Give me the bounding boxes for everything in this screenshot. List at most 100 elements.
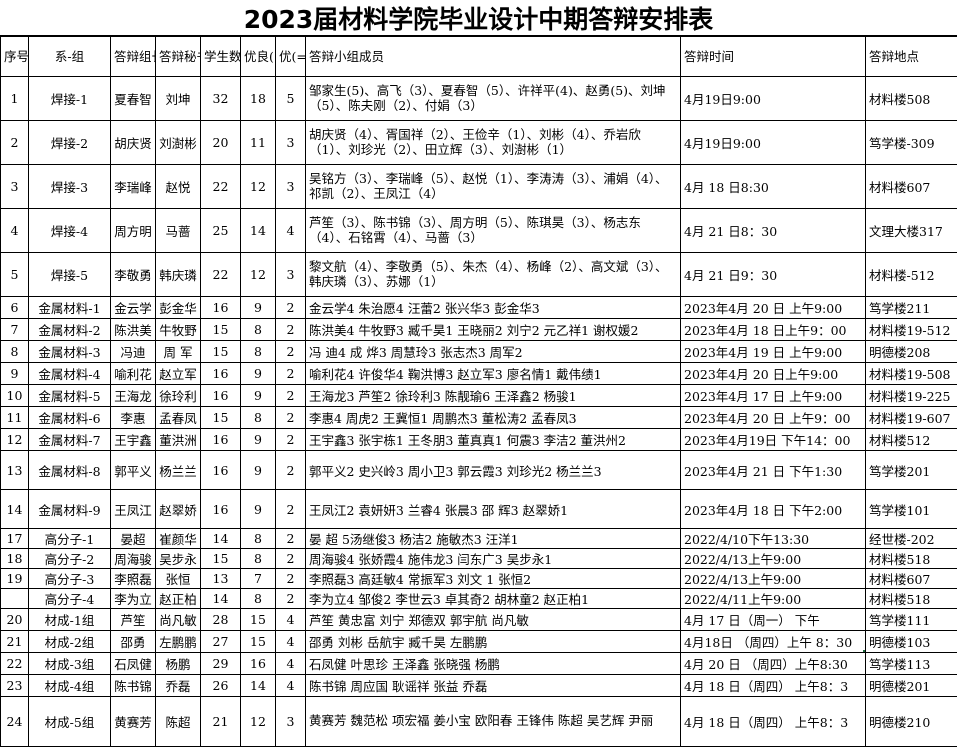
cell-group[interactable]: 焊接-4	[29, 209, 111, 253]
cell-group[interactable]: 材成-2组	[29, 631, 111, 653]
cell-students[interactable]: 16	[201, 363, 241, 385]
cell-place[interactable]: 明德楼103	[866, 631, 957, 653]
cell-place[interactable]: 材料楼19-508	[866, 363, 957, 385]
cell-time[interactable]: 2023年4月 17 日 上午9:00	[681, 385, 866, 407]
cell-members[interactable]: 芦笙 黄忠富 刘宁 郑德双 郭宇航 尚凡敏	[306, 609, 681, 631]
cell-secretary[interactable]: 刘坤	[156, 77, 201, 121]
cell-group[interactable]: 焊接-1	[29, 77, 111, 121]
cell-group[interactable]: 焊接-3	[29, 165, 111, 209]
cell-students[interactable]: 15	[201, 341, 241, 363]
cell-time[interactable]: 4月 20 日 （周四）上午8:30	[681, 653, 866, 675]
cell-secretary[interactable]: 赵翠娇	[156, 490, 201, 529]
cell-students[interactable]: 22	[201, 165, 241, 209]
cell-seq[interactable]: 4	[1, 209, 29, 253]
cell-time[interactable]: 4月 21 日8：30	[681, 209, 866, 253]
cell-good[interactable]: 12	[241, 253, 276, 297]
cell-time[interactable]: 4月18日 （周四）上午 8：30	[681, 631, 866, 653]
cell-students[interactable]: 22	[201, 253, 241, 297]
cell-secretary[interactable]: 牛牧野	[156, 319, 201, 341]
cell-time[interactable]: 4月19日9:00	[681, 77, 866, 121]
cell-leader[interactable]: 李为立	[111, 589, 156, 609]
cell-secretary[interactable]: 尚凡敏	[156, 609, 201, 631]
cell-good[interactable]: 9	[241, 451, 276, 490]
cell-time[interactable]: 4月 17 日（周一） 下午	[681, 609, 866, 631]
cell-secretary[interactable]: 董洪洲	[156, 429, 201, 451]
cell-good[interactable]: 8	[241, 529, 276, 549]
cell-place[interactable]: 笃学楼-309	[866, 121, 957, 165]
cell-members[interactable]: 李为立4 邹俊2 李世云3 卓其奇2 胡林童2 赵正柏1	[306, 589, 681, 609]
cell-members[interactable]: 晏 超 5汤继俊3 杨洁2 施敏杰3 汪洋1	[306, 529, 681, 549]
cell-secretary[interactable]: 张恒	[156, 569, 201, 589]
cell-seq[interactable]: 23	[1, 675, 29, 697]
cell-group[interactable]: 金属材料-8	[29, 451, 111, 490]
cell-place[interactable]: 明德楼210	[866, 697, 957, 747]
cell-leader[interactable]: 周方明	[111, 209, 156, 253]
cell-group[interactable]: 高分子-1	[29, 529, 111, 549]
cell-leader[interactable]: 石凤健	[111, 653, 156, 675]
cell-seq[interactable]: 13	[1, 451, 29, 490]
cell-leader[interactable]: 夏春智	[111, 77, 156, 121]
cell-place[interactable]: 材料楼19-225	[866, 385, 957, 407]
cell-seq[interactable]: 21	[1, 631, 29, 653]
cell-good[interactable]: 9	[241, 429, 276, 451]
cell-students[interactable]: 27	[201, 631, 241, 653]
cell-place[interactable]: 明德楼208	[866, 341, 957, 363]
cell-students[interactable]: 16	[201, 451, 241, 490]
cell-time[interactable]: 4月 18 日（周四） 上午8：3	[681, 675, 866, 697]
cell-excellent[interactable]: 4	[276, 609, 306, 631]
cell-group[interactable]: 材成-4组	[29, 675, 111, 697]
cell-secretary[interactable]: 韩庆璘	[156, 253, 201, 297]
cell-place[interactable]: 笃学楼101	[866, 490, 957, 529]
cell-secretary[interactable]: 崔颜华	[156, 529, 201, 549]
cell-students[interactable]: 16	[201, 490, 241, 529]
cell-excellent[interactable]: 2	[276, 529, 306, 549]
cell-leader[interactable]: 王海龙	[111, 385, 156, 407]
cell-time[interactable]: 4月 18 日（周四） 上午8：3	[681, 697, 866, 747]
cell-students[interactable]: 29	[201, 653, 241, 675]
cell-good[interactable]: 14	[241, 675, 276, 697]
cell-members[interactable]: 李照磊3 高廷敏4 常振军3 刘文 1 张恒2	[306, 569, 681, 589]
cell-group[interactable]: 金属材料-9	[29, 490, 111, 529]
cell-seq[interactable]: 5	[1, 253, 29, 297]
cell-members[interactable]: 喻利花4 许俊华4 鞠洪博3 赵立军3 廖名情1 戴伟绩1	[306, 363, 681, 385]
cell-secretary[interactable]: 马蔷	[156, 209, 201, 253]
cell-members[interactable]: 周海骏4 张娇霞4 施伟龙3 闫东广3 吴步永1	[306, 549, 681, 569]
cell-time[interactable]: 2023年4月 20 日 上午9:00	[681, 297, 866, 319]
cell-secretary[interactable]: 彭金华	[156, 297, 201, 319]
cell-seq[interactable]: 8	[1, 341, 29, 363]
cell-leader[interactable]: 陈洪美	[111, 319, 156, 341]
cell-secretary[interactable]: 左鹏鹏	[156, 631, 201, 653]
cell-good[interactable]: 8	[241, 319, 276, 341]
cell-place[interactable]: 材料楼607	[866, 165, 957, 209]
cell-students[interactable]: 16	[201, 297, 241, 319]
cell-place[interactable]: 文理大楼317	[866, 209, 957, 253]
cell-time[interactable]: 2023年4月 19 日 上午9:00	[681, 341, 866, 363]
cell-good[interactable]: 12	[241, 165, 276, 209]
cell-students[interactable]: 25	[201, 209, 241, 253]
cell-group[interactable]: 材成-3组	[29, 653, 111, 675]
cell-leader[interactable]: 胡庆贤	[111, 121, 156, 165]
cell-time[interactable]: 2022/4/13上午9:00	[681, 569, 866, 589]
cell-seq[interactable]: 7	[1, 319, 29, 341]
cell-excellent[interactable]: 3	[276, 253, 306, 297]
cell-good[interactable]: 11	[241, 121, 276, 165]
cell-place[interactable]: 笃学楼111	[866, 609, 957, 631]
cell-time[interactable]: 2023年4月 18 日上午9：00	[681, 319, 866, 341]
cell-time[interactable]: 2023年4月 20 日 上午9：00	[681, 407, 866, 429]
cell-leader[interactable]: 金云学	[111, 297, 156, 319]
cell-members[interactable]: 胡庆贤（4）、胥国祥（2）、王俭辛（1）、刘彬（4）、乔岩欣（1）、刘珍光（2）…	[306, 121, 681, 165]
cell-good[interactable]: 9	[241, 385, 276, 407]
cell-excellent[interactable]: 5	[276, 77, 306, 121]
cell-students[interactable]: 15	[201, 549, 241, 569]
cell-members[interactable]: 王凤江2 袁妍妍3 兰睿4 张晨3 邵 辉3 赵翠娇1	[306, 490, 681, 529]
cell-secretary[interactable]: 赵悦	[156, 165, 201, 209]
